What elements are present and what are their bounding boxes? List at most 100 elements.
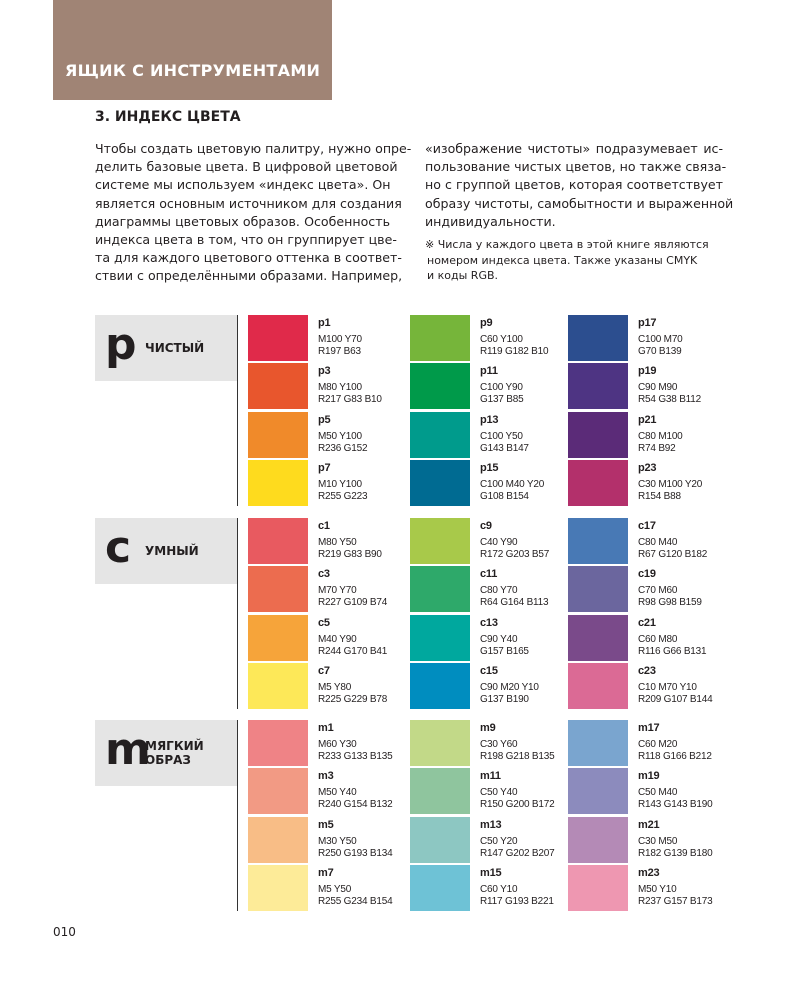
swatch-id: c19	[638, 568, 656, 581]
swatch-cmyk: C50 Y20	[480, 835, 518, 847]
swatch-rgb: R217 G83 B10	[318, 394, 382, 406]
color-swatch	[248, 614, 308, 661]
swatch-id: c13	[480, 616, 498, 629]
swatch-id: m13	[480, 818, 502, 831]
swatch-cmyk: C30 Y60	[480, 739, 518, 750]
color-swatch	[410, 865, 470, 912]
swatch-rgb: R143 G143 B190	[638, 799, 713, 811]
group-label: m МЯГКИЙ ОБРАЗ	[95, 720, 237, 786]
swatch-cmyk: C30 M50	[638, 835, 678, 847]
swatch-id: m21	[638, 818, 660, 831]
color-swatch	[568, 720, 628, 766]
divider	[237, 720, 238, 912]
swatch-rgb: R225 G229 B78	[318, 694, 388, 706]
swatch-id: c21	[638, 616, 656, 629]
swatch-rgb: R150 G200 B172	[480, 799, 555, 811]
paragraph-line: пользование чистых цветов, но также связ…	[425, 159, 727, 175]
swatch-id: m19	[638, 770, 660, 783]
group-name: ЧИСТЫЙ	[145, 341, 205, 355]
swatch-cmyk: C60 Y100	[480, 334, 523, 345]
swatch-rgb: R172 G203 B57	[480, 549, 550, 560]
swatch-rgb: R255 G223	[318, 491, 368, 503]
swatch-cmyk: C60 Y10	[480, 884, 518, 896]
swatch-rgb: R227 G109 B74	[318, 597, 388, 609]
swatch-id: p1	[318, 317, 331, 329]
color-swatch	[568, 768, 628, 815]
swatch-id: p3	[318, 365, 331, 378]
color-swatch	[248, 566, 308, 613]
color-swatch	[410, 315, 470, 361]
swatch-rgb: G137 B190	[480, 694, 529, 706]
swatch-id: c3	[318, 568, 330, 581]
swatch-rgb: R119 G182 B10	[480, 346, 549, 357]
page-number: 010	[53, 925, 76, 939]
color-swatch	[410, 720, 470, 766]
swatch-cmyk: C40 Y90	[480, 537, 518, 548]
swatch-id: m7	[318, 867, 334, 880]
swatch-rgb: R54 G38 B112	[638, 394, 702, 406]
swatch-cmyk: M50 Y10	[638, 884, 677, 896]
color-swatch	[568, 663, 628, 710]
color-swatch	[410, 816, 470, 863]
swatch-id: p5	[318, 413, 331, 426]
color-swatch	[410, 566, 470, 613]
swatch-rgb: R154 B88	[638, 491, 681, 503]
swatch-id: c5	[318, 616, 330, 629]
swatch-cmyk: M40 Y90	[318, 633, 357, 645]
paragraph-line: Чтобы создать цветовую палитру, нужно оп…	[95, 141, 412, 156]
swatch-rgb: R244 G170 B41	[318, 645, 388, 657]
color-swatch	[410, 518, 470, 564]
swatch-rgb: R197 B63	[318, 346, 361, 357]
note-line: ※ Числа у каждого цвета в этой книге явл…	[425, 238, 709, 251]
color-swatch	[568, 566, 628, 613]
color-swatch	[410, 460, 470, 507]
paragraph-line: системе мы используем «индекс цвета». Он	[95, 177, 391, 193]
swatch-id: c23	[638, 665, 656, 678]
color-swatch	[248, 460, 308, 507]
swatch-id: m23	[638, 867, 660, 880]
header-band: ЯЩИК С ИНСТРУМЕНТАМИ	[53, 0, 332, 100]
swatch-cmyk: C30 M100 Y20	[638, 479, 703, 491]
paragraph-line: но с группой цветов, которая соответству…	[425, 177, 723, 193]
swatch-cmyk: C100 M70	[638, 334, 683, 345]
color-swatch	[410, 614, 470, 661]
swatch-id: m15	[480, 867, 502, 880]
swatch-id: p13	[480, 413, 499, 426]
swatch-rgb: R240 G154 B132	[318, 799, 393, 811]
group-letter: m	[105, 724, 151, 775]
swatch-rgb: G157 B165	[480, 645, 529, 657]
swatch-id: m9	[480, 722, 496, 734]
color-swatch	[248, 768, 308, 815]
swatch-rgb: R237 G157 B173	[638, 896, 713, 908]
swatch-rgb: R74 B92	[638, 442, 676, 454]
header-title: ЯЩИК С ИНСТРУМЕНТАМИ	[65, 61, 321, 80]
swatch-id: c9	[480, 520, 492, 532]
swatch-cmyk: M60 Y30	[318, 739, 357, 750]
swatch-id: c17	[638, 520, 656, 532]
swatch-cmyk: C90 M90	[638, 382, 678, 394]
swatch-cmyk: M50 Y40	[318, 787, 357, 799]
swatch-id: m3	[318, 770, 334, 783]
color-swatch	[568, 315, 628, 361]
color-swatch	[568, 816, 628, 863]
swatch-id: p7	[318, 462, 331, 475]
swatch-cmyk: C100 Y90	[480, 382, 523, 394]
swatch-rgb: G143 B147	[480, 442, 529, 454]
swatch-id: c11	[480, 568, 498, 581]
color-swatch	[410, 411, 470, 458]
divider	[237, 315, 238, 507]
swatch-cmyk: C60 M80	[638, 633, 678, 645]
paragraph-line: индекса цвета в том, что он группирует ц…	[95, 232, 397, 247]
swatch-id: c1	[318, 520, 330, 532]
swatch-cmyk: C100 M40 Y20	[480, 479, 545, 491]
color-swatch	[248, 363, 308, 410]
swatch-id: m1	[318, 722, 334, 734]
swatch-rgb: R116 G66 B131	[638, 645, 707, 657]
color-swatch	[248, 720, 308, 766]
paragraph-line: индивидуальности.	[425, 213, 556, 229]
swatch-id: m5	[318, 818, 334, 831]
note-line: и коды RGB.	[427, 269, 499, 282]
swatch-cmyk: M50 Y100	[318, 430, 362, 442]
swatch-rgb: R147 G202 B207	[480, 847, 555, 859]
